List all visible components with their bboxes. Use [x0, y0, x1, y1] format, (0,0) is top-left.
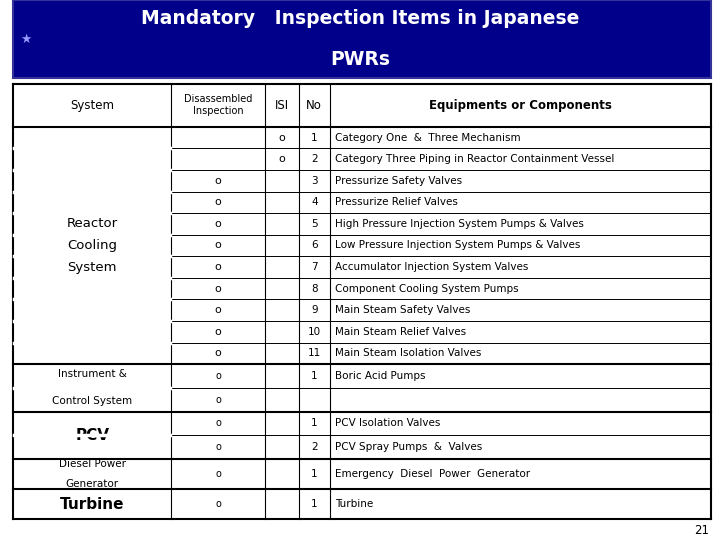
Text: o: o: [215, 262, 222, 272]
Text: Generator: Generator: [66, 479, 119, 489]
Text: o: o: [215, 395, 221, 405]
Text: PCV: PCV: [75, 428, 109, 443]
Text: No: No: [306, 99, 323, 112]
Text: 11: 11: [307, 348, 321, 359]
Text: 2: 2: [311, 442, 318, 452]
Text: 1: 1: [311, 133, 318, 143]
Text: o: o: [215, 176, 222, 186]
Text: 6: 6: [311, 240, 318, 251]
Text: Category Three Piping in Reactor Containment Vessel: Category Three Piping in Reactor Contain…: [335, 154, 614, 164]
Text: 3: 3: [311, 176, 318, 186]
Text: Disassembled
Inspection: Disassembled Inspection: [184, 94, 252, 116]
Text: ★: ★: [20, 32, 32, 46]
Text: Main Steam Relief Valves: Main Steam Relief Valves: [335, 327, 466, 337]
Text: Pressurize Safety Valves: Pressurize Safety Valves: [335, 176, 462, 186]
Text: 5: 5: [311, 219, 318, 229]
Text: Equipments or Components: Equipments or Components: [429, 99, 612, 112]
Text: o: o: [215, 327, 222, 337]
Text: o: o: [215, 284, 222, 294]
Text: System: System: [70, 99, 114, 112]
Text: 4: 4: [311, 197, 318, 207]
Text: Turbine: Turbine: [60, 497, 125, 512]
Text: 1: 1: [311, 418, 318, 428]
Text: o: o: [215, 305, 222, 315]
Text: Control System: Control System: [52, 396, 132, 407]
Text: Accumulator Injection System Valves: Accumulator Injection System Valves: [335, 262, 528, 272]
Text: o: o: [215, 371, 221, 381]
Text: o: o: [215, 348, 222, 359]
Text: ISI: ISI: [275, 99, 289, 112]
Text: High Pressure Injection System Pumps & Valves: High Pressure Injection System Pumps & V…: [335, 219, 584, 229]
Text: Turbine: Turbine: [335, 500, 373, 509]
Text: 7: 7: [311, 262, 318, 272]
Text: 1: 1: [311, 500, 318, 509]
Text: Pressurize Relief Valves: Pressurize Relief Valves: [335, 197, 458, 207]
Text: Category One  &  Three Mechanism: Category One & Three Mechanism: [335, 133, 521, 143]
Text: o: o: [215, 469, 221, 479]
Text: Component Cooling System Pumps: Component Cooling System Pumps: [335, 284, 518, 294]
Text: o: o: [215, 240, 222, 251]
Text: Emergency  Diesel  Power  Generator: Emergency Diesel Power Generator: [335, 469, 530, 479]
Text: Mandatory   Inspection Items in Japanese: Mandatory Inspection Items in Japanese: [141, 9, 579, 28]
Text: o: o: [279, 133, 285, 143]
Text: Main Steam Safety Valves: Main Steam Safety Valves: [335, 305, 470, 315]
Text: PCV Isolation Valves: PCV Isolation Valves: [335, 418, 440, 428]
Text: 1: 1: [311, 469, 318, 479]
Text: o: o: [215, 219, 222, 229]
Text: Boric Acid Pumps: Boric Acid Pumps: [335, 371, 426, 381]
Text: Main Steam Isolation Valves: Main Steam Isolation Valves: [335, 348, 481, 359]
Text: 9: 9: [311, 305, 318, 315]
Text: Cooling: Cooling: [67, 239, 117, 252]
Text: o: o: [215, 442, 221, 452]
Text: PWRs: PWRs: [330, 50, 390, 69]
Text: 2: 2: [311, 154, 318, 164]
Text: 8: 8: [311, 284, 318, 294]
Text: PCV Spray Pumps  &  Valves: PCV Spray Pumps & Valves: [335, 442, 482, 452]
Text: o: o: [215, 197, 222, 207]
Text: Reactor: Reactor: [66, 218, 118, 231]
Text: Instrument &: Instrument &: [58, 369, 127, 380]
Text: Low Pressure Injection System Pumps & Valves: Low Pressure Injection System Pumps & Va…: [335, 240, 580, 251]
Text: System: System: [68, 261, 117, 274]
Text: 1: 1: [311, 371, 318, 381]
Text: Diesel Power: Diesel Power: [58, 460, 126, 469]
Text: 10: 10: [307, 327, 321, 337]
Bar: [13, 0, 711, 78]
Text: o: o: [215, 500, 221, 509]
Text: o: o: [215, 418, 221, 428]
Text: 21: 21: [694, 524, 709, 537]
Text: o: o: [279, 154, 285, 164]
